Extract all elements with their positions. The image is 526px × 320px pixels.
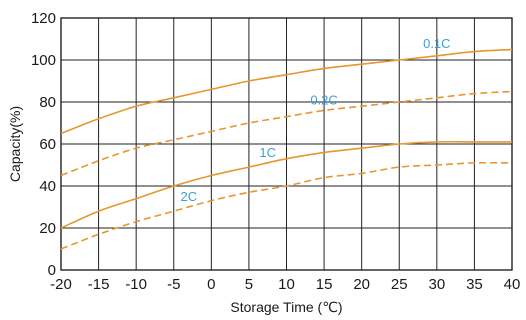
x-tick-label: -15 [88, 276, 110, 293]
series-label-0-2C: 0.2C [310, 92, 337, 107]
series-line-0-2C [60, 90, 513, 177]
x-tick-label: 0 [207, 276, 215, 293]
series-label-2C: 2C [180, 189, 197, 204]
series-line-1C [60, 140, 512, 229]
x-tick-label: -20 [50, 276, 72, 293]
series-label-1C: 1C [259, 145, 276, 160]
y-tick-label: 100 [31, 52, 56, 69]
tick-labels: -20 -15 -10 -5 0 5 10 15 20 25 30 35 40 0 20 40 60 80 100 1… [31, 10, 520, 293]
x-tick-label: 25 [391, 276, 408, 293]
axes [60, 17, 513, 271]
series-lines [60, 48, 513, 250]
y-axis-title: Capacity(%) [7, 106, 23, 182]
y-tick-label: 20 [39, 220, 56, 237]
y-tick-label: 40 [39, 178, 56, 195]
grid [60, 17, 513, 271]
x-tick-label: 20 [353, 276, 370, 293]
series-labels: 0.1C 0.2C 1C 2C [180, 36, 450, 204]
y-tick-label: 0 [48, 262, 56, 279]
y-tick-label: 120 [31, 10, 56, 27]
series-line-0-1C [60, 48, 513, 135]
x-tick-label: -10 [125, 276, 147, 293]
plot-frame [60, 17, 513, 271]
series-label-0-1C: 0.1C [423, 36, 450, 51]
series-line-2C [60, 161, 513, 250]
x-tick-label: 30 [428, 276, 445, 293]
y-tick-label: 80 [39, 94, 56, 111]
x-tick-label: 35 [466, 276, 483, 293]
x-axis-title: Storage Time (℃) [230, 299, 342, 315]
x-tick-label: 5 [245, 276, 253, 293]
x-tick-label: 40 [504, 276, 521, 293]
x-tick-label: 15 [316, 276, 333, 293]
y-tick-label: 60 [39, 136, 56, 153]
x-tick-label: 10 [278, 276, 295, 293]
x-tick-label: -5 [167, 276, 180, 293]
